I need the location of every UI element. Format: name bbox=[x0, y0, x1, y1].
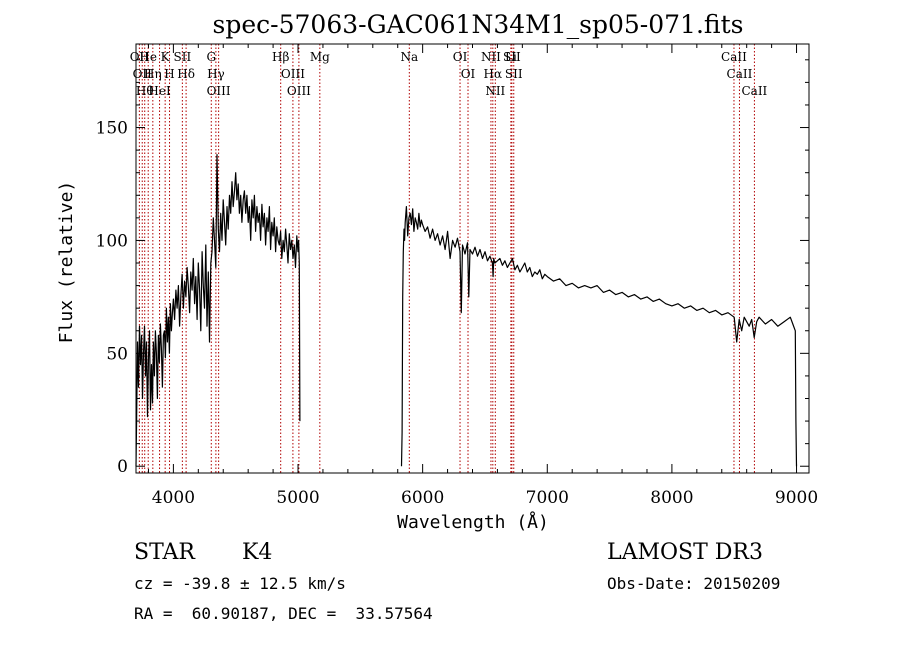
spectral-line-markers bbox=[138, 44, 755, 473]
x-tick-label-3: 7000 bbox=[526, 488, 569, 508]
line-label-26: CaII bbox=[721, 50, 747, 64]
chart-title: spec-57063-GAC061N34M1_sp05-071.fits bbox=[213, 10, 744, 39]
line-label-15: OIII bbox=[287, 84, 311, 98]
line-label-14: OIII bbox=[281, 67, 305, 81]
line-label-2: Hθ bbox=[136, 84, 154, 98]
x-tick-label-4: 8000 bbox=[650, 488, 693, 508]
line-label-1: OII bbox=[133, 67, 153, 81]
line-label-10: G bbox=[206, 50, 216, 64]
line-label-4: Hη bbox=[144, 67, 162, 81]
x-tick-label-2: 6000 bbox=[401, 488, 444, 508]
redshift-velocity: cz = -39.8 ± 12.5 km/s bbox=[134, 574, 346, 593]
line-label-16: Mg bbox=[310, 50, 330, 64]
line-label-13: Hβ bbox=[272, 50, 289, 64]
spectrum-segment-1 bbox=[400, 206, 798, 467]
coordinates: RA = 60.90187, DEC = 33.57564 bbox=[134, 604, 433, 623]
y-axis-label: Flux (relative) bbox=[56, 181, 77, 344]
survey-name: LAMOST DR3 bbox=[607, 540, 763, 565]
line-label-21: Hα bbox=[484, 67, 503, 81]
line-label-0: OII bbox=[130, 50, 150, 64]
observation-date: Obs-Date: 20150209 bbox=[607, 574, 781, 593]
line-label-8: SII bbox=[174, 50, 192, 64]
line-label-22: NII bbox=[485, 84, 505, 98]
object-subclass: K4 bbox=[242, 540, 273, 565]
line-label-19: OI bbox=[461, 67, 476, 81]
spectral-line-labels: OIIOIIHθHeHηHeIKHSIIHδGHγOIIIHβOIIIOIIIM… bbox=[130, 50, 768, 98]
y-tick-label-2: 100 bbox=[96, 231, 128, 251]
line-label-25: SII bbox=[505, 67, 523, 81]
line-label-3: He bbox=[139, 50, 157, 64]
line-label-24: SII bbox=[503, 50, 521, 64]
x-tick-label-5: 9000 bbox=[775, 488, 818, 508]
line-label-5: HeI bbox=[148, 84, 171, 98]
line-label-28: CaII bbox=[741, 84, 767, 98]
line-label-12: OIII bbox=[207, 84, 231, 98]
plot-frame bbox=[135, 43, 810, 474]
line-label-11: Hγ bbox=[207, 67, 225, 81]
spectrum-segment-0 bbox=[135, 154, 301, 467]
y-tick-label-1: 50 bbox=[106, 344, 128, 364]
line-label-7: H bbox=[164, 67, 174, 81]
line-label-9: Hδ bbox=[177, 67, 195, 81]
line-label-6: K bbox=[161, 50, 171, 64]
y-tick-label-0: 0 bbox=[117, 457, 128, 477]
object-class: STAR bbox=[134, 540, 195, 565]
axis-ticks: 4000 5000 6000 7000 8000 9000 0 50 100 150 bbox=[96, 44, 818, 508]
line-label-17: Na bbox=[400, 50, 418, 64]
line-label-18: OI bbox=[453, 50, 468, 64]
line-label-27: CaII bbox=[727, 67, 753, 81]
line-label-23: Li bbox=[505, 50, 517, 64]
line-label-20: NII bbox=[481, 50, 501, 64]
spectrum-series bbox=[135, 154, 798, 467]
y-tick-label-3: 150 bbox=[96, 119, 128, 139]
x-tick-label-1: 5000 bbox=[276, 488, 319, 508]
x-axis-label: Wavelength (Å) bbox=[397, 511, 549, 533]
x-tick-label-0: 4000 bbox=[152, 488, 195, 508]
